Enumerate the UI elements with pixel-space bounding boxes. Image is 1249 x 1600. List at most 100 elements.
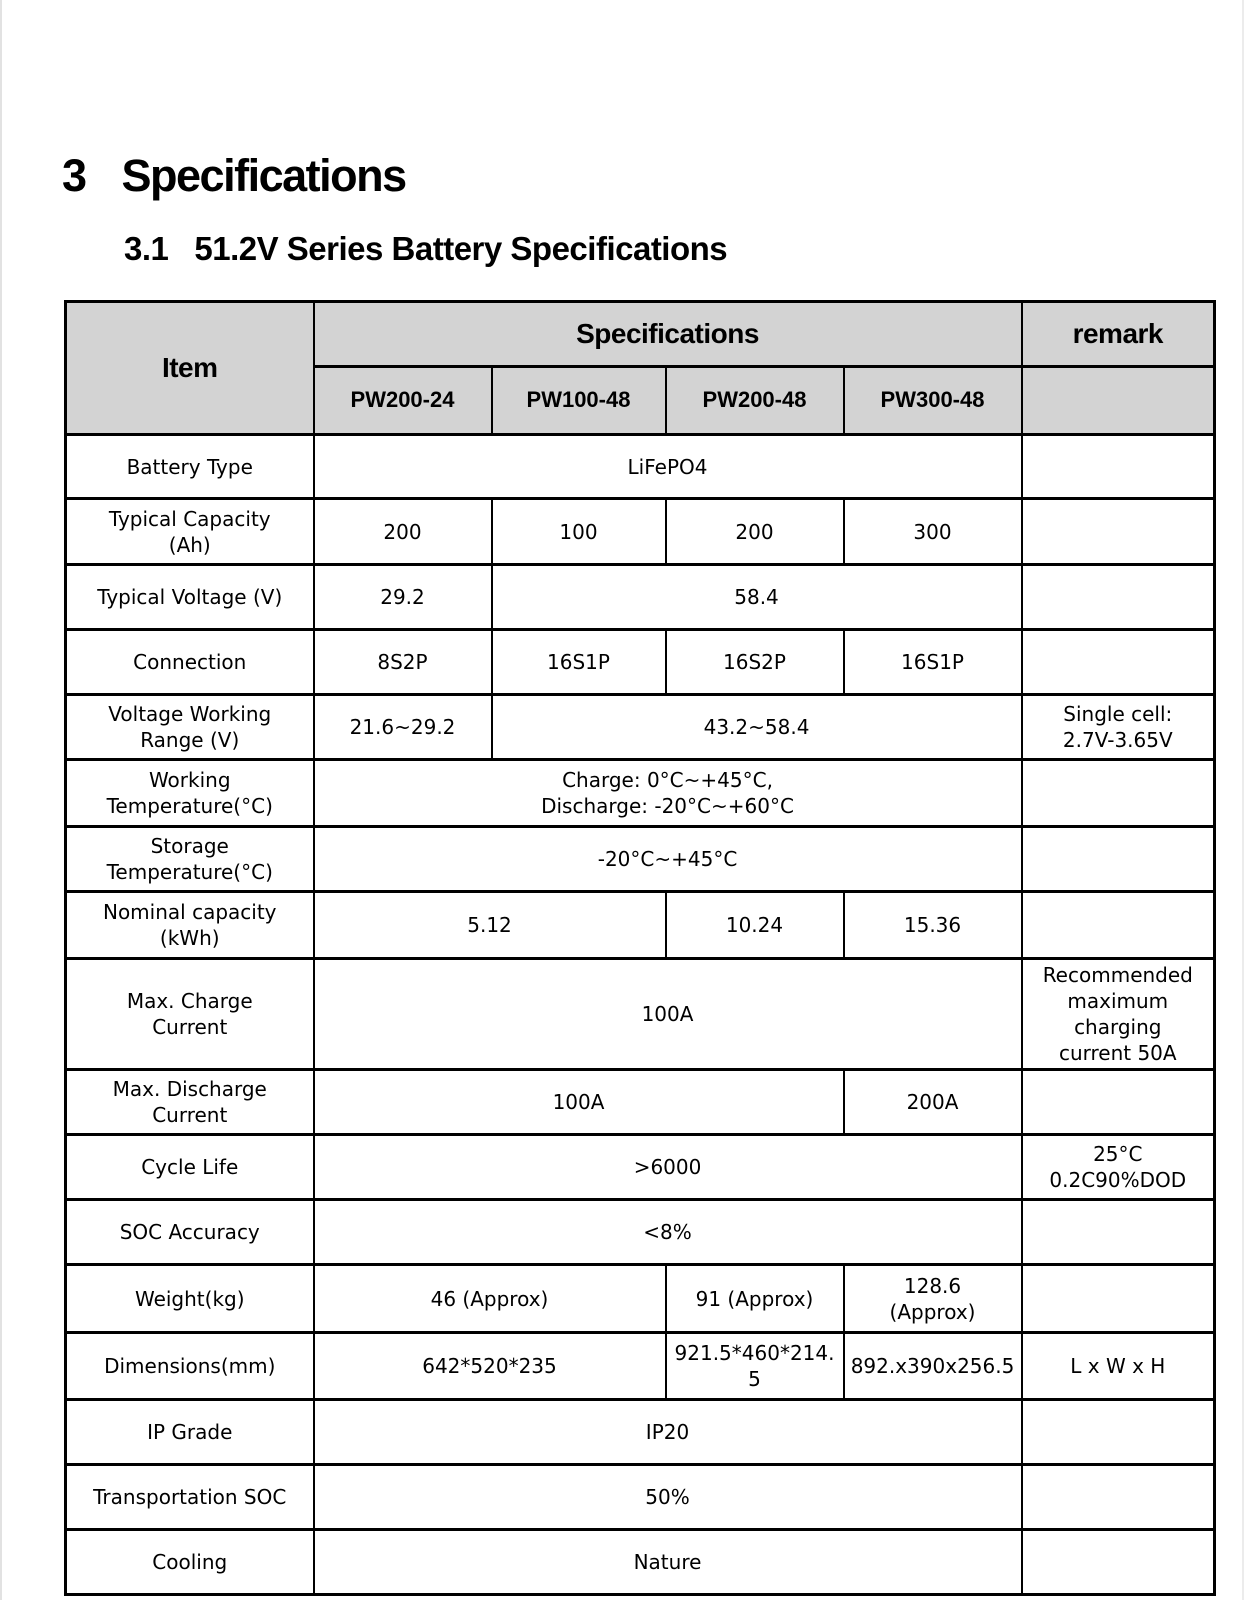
remark-cell [1020,1263,1216,1334]
remark-cell [1020,1198,1216,1266]
spec-value-cell: 15.36 [842,890,1023,960]
remark-cell [1020,758,1216,828]
row-label-cell: Nominal capacity (kWh) [64,890,315,960]
row-label-cell: Max. Charge Current [64,957,315,1071]
page-edge-right [1242,0,1244,1600]
remark-cell [1020,1398,1216,1466]
row-label-cell: Working Temperature(°C) [64,758,315,828]
header-row-2: PW200-24 PW100-48 PW200-48 PW300-48 [66,365,1216,436]
table-row: Typical Capacity (Ah) 200 100 200 300 [64,497,1216,566]
row-label-cell: Cycle Life [64,1133,315,1201]
header-remark-cell: remark [1020,300,1216,368]
remark-cell [1020,825,1216,893]
table-row: Nominal capacity (kWh) 5.12 10.24 15.36 [64,890,1216,960]
header-item-cell: Item [64,300,315,436]
row-label-cell: Typical Capacity (Ah) [64,497,315,566]
row-label-cell: IP Grade [64,1398,315,1466]
spec-value-cell: 200A [842,1068,1023,1136]
subsection-heading: 3.1 51.2V Series Battery Specifications [124,230,728,268]
remark-cell [1020,497,1216,566]
remark-cell [1020,433,1216,500]
table-row: Battery Type LiFePO4 [64,433,1216,500]
subsection-title: 51.2V Series Battery Specifications [194,230,728,267]
spec-value-cell: 58.4 [490,563,1023,631]
row-label-cell: SOC Accuracy [64,1198,315,1266]
table-row: Voltage Working Range (V) 21.6~29.2 43.2… [64,693,1216,761]
page-edge-left [0,0,2,1600]
spec-value-cell: 16S1P [842,628,1023,696]
spec-value-cell: 10.24 [664,890,845,960]
section-heading: 3 Specifications [62,150,408,202]
table-row: Weight(kg) 46 (Approx) 91 (Approx) 128.6… [64,1263,1216,1334]
row-label-cell: Battery Type [64,433,315,500]
spec-value-cell: 16S1P [490,628,667,696]
remark-cell: Recommended maximum charging current 50A [1020,957,1216,1071]
table-row: Dimensions(mm) 642*520*235 921.5*460*214… [64,1331,1216,1401]
row-label-cell: Max. Discharge Current [64,1068,315,1136]
spec-value-cell: LiFePO4 [312,433,1023,500]
row-label-cell: Typical Voltage (V) [64,563,315,631]
spec-value-cell: 300 [842,497,1023,566]
spec-value-cell: Charge: 0°C~+45°C, Discharge: -20°C~+60°… [312,758,1023,828]
remark-cell: Single cell: 2.7V-3.65V [1020,693,1216,761]
header-model-cell: PW300-48 [842,365,1023,436]
spec-value-cell: 100A [312,1068,845,1136]
spec-value-cell: 200 [312,497,493,566]
spec-value-cell: 16S2P [664,628,845,696]
spec-value-cell: 921.5*460*214.5 [664,1331,845,1401]
remark-cell [1020,1463,1216,1531]
spec-value-cell: 128.6 (Approx) [842,1263,1023,1334]
table-row: Max. Discharge Current 100A 200A [64,1068,1216,1136]
spec-value-cell: -20°C~+45°C [312,825,1023,893]
table-row: Cycle Life >6000 25°C 0.2C90%DOD [64,1133,1216,1201]
spec-value-cell: 642*520*235 [312,1331,667,1401]
spec-value-cell: 892.x390x256.5 [842,1331,1023,1401]
table-row: Max. Charge Current 100A Recommended max… [64,957,1216,1071]
spec-value-cell: 43.2~58.4 [490,693,1023,761]
table-row: Working Temperature(°C) Charge: 0°C~+45°… [64,758,1216,828]
subsection-number: 3.1 [124,230,169,267]
spec-value-cell: Nature [312,1528,1023,1596]
row-label-cell: Weight(kg) [64,1263,315,1334]
spec-value-cell: 8S2P [312,628,493,696]
spec-value-cell: 100 [490,497,667,566]
section-title: Specifications [121,150,408,201]
spec-value-cell: <8% [312,1198,1023,1266]
remark-cell: L x W x H [1020,1331,1216,1401]
header-model-cell: PW100-48 [490,365,667,436]
row-label-cell: Storage Temperature(°C) [64,825,315,893]
spec-value-cell: 29.2 [312,563,493,631]
remark-cell: 25°C 0.2C90%DOD [1020,1133,1216,1201]
table-row: Connection 8S2P 16S1P 16S2P 16S1P [64,628,1216,696]
row-label-cell: Transportation SOC [64,1463,315,1531]
section-number: 3 [62,150,87,201]
header-model-cell: PW200-48 [664,365,845,436]
table-row: Storage Temperature(°C) -20°C~+45°C [64,825,1216,893]
header-remark-empty-cell [1020,365,1216,436]
spec-value-cell: 21.6~29.2 [312,693,493,761]
spec-value-cell: 46 (Approx) [312,1263,667,1334]
spec-value-cell: 5.12 [312,890,667,960]
table-row: Typical Voltage (V) 29.2 58.4 [64,563,1216,631]
remark-cell [1020,1068,1216,1136]
remark-cell [1020,890,1216,960]
spec-value-cell: 200 [664,497,845,566]
table-row: Cooling Nature [64,1528,1216,1596]
spec-value-cell: IP20 [312,1398,1023,1466]
header-row-1: Item Specifications remark [64,300,1216,436]
remark-cell [1020,563,1216,631]
remark-cell [1020,1528,1216,1596]
header-model-cell: PW200-24 [312,365,493,436]
table-row: IP Grade IP20 [64,1398,1216,1466]
spec-value-cell: 91 (Approx) [664,1263,845,1334]
row-label-cell: Cooling [64,1528,315,1596]
table-row: Transportation SOC 50% [64,1463,1216,1531]
battery-spec-table: Item Specifications remark PW200-24 PW10… [64,300,1217,1596]
row-label-cell: Dimensions(mm) [64,1331,315,1401]
spec-value-cell: >6000 [312,1133,1023,1201]
remark-cell [1020,628,1216,696]
spec-value-cell: 50% [312,1463,1023,1531]
row-label-cell: Connection [64,628,315,696]
header-specifications-cell: Specifications [312,300,1023,368]
